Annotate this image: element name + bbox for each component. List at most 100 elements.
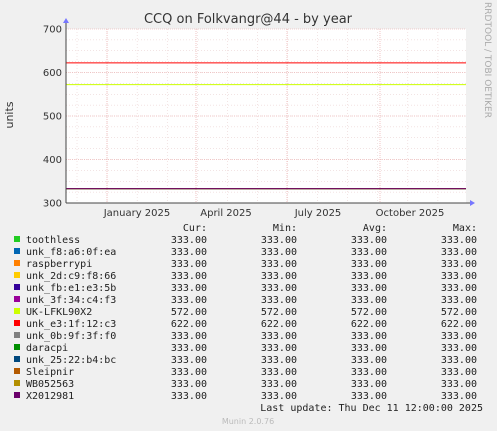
- legend-value-cur: 333.00: [171, 379, 207, 390]
- y-tick-label: 400: [43, 155, 62, 166]
- legend-series-name: unk_25:22:b4:bc: [26, 355, 116, 366]
- x-tick-label: July 2025: [294, 208, 342, 219]
- y-tick-label: 300: [43, 199, 62, 210]
- x-tick-label: April 2025: [200, 208, 251, 219]
- legend-value-avg: 333.00: [351, 271, 387, 282]
- legend-value-max: 572.00: [441, 307, 477, 318]
- legend-value-avg: 333.00: [351, 259, 387, 270]
- legend-value-avg: 572.00: [351, 307, 387, 318]
- legend-value-max: 333.00: [441, 343, 477, 354]
- legend-value-cur: 333.00: [171, 391, 207, 402]
- legend-swatch: [14, 248, 20, 254]
- legend-series-name: daracpi: [26, 343, 68, 354]
- legend-value-max: 333.00: [441, 271, 477, 282]
- legend-value-max: 333.00: [441, 379, 477, 390]
- legend-series-name: unk_0b:9f:3f:f0: [26, 331, 116, 342]
- legend-swatch: [14, 344, 20, 350]
- legend-value-cur: 572.00: [171, 307, 207, 318]
- legend-swatch: [14, 308, 20, 314]
- legend-value-avg: 333.00: [351, 379, 387, 390]
- legend-value-avg: 333.00: [351, 343, 387, 354]
- legend-value-min: 333.00: [261, 355, 297, 366]
- legend-value-cur: 333.00: [171, 367, 207, 378]
- legend-series-name: UK-LFKL90X2: [26, 307, 92, 318]
- legend-value-cur: 333.00: [171, 355, 207, 366]
- legend-value-avg: 333.00: [351, 295, 387, 306]
- legend-series-name: unk_3f:34:c4:f3: [26, 295, 116, 306]
- legend-value-cur: 333.00: [171, 331, 207, 342]
- legend-swatch: [14, 260, 20, 266]
- legend-value-min: 333.00: [261, 343, 297, 354]
- y-tick-label: 600: [43, 68, 62, 79]
- chart-title: CCQ on Folkvangr@44 - by year: [144, 12, 353, 27]
- legend-value-avg: 333.00: [351, 283, 387, 294]
- plot-area: 300 400 500 600 700 January 2025 April 2025 Jul…: [43, 18, 475, 219]
- legend-swatch: [14, 368, 20, 374]
- legend-series-name: toothless: [26, 235, 80, 246]
- legend-value-cur: 622.00: [171, 319, 207, 330]
- last-update: Last update: Thu Dec 11 12:00:00 2025: [260, 403, 483, 414]
- legend: Cur: Min: Avg: Max:toothless 333.00 333.00 333…: [14, 223, 477, 402]
- x-tick-label: January 2025: [103, 208, 171, 219]
- legend-value-max: 333.00: [441, 355, 477, 366]
- legend-header-avg: Avg:: [363, 223, 387, 234]
- legend-header-cur: Cur:: [183, 223, 207, 234]
- legend-series-name: unk_f8:a6:0f:ea: [26, 247, 116, 258]
- x-axis-arrow: [470, 200, 475, 206]
- legend-value-avg: 333.00: [351, 367, 387, 378]
- legend-header-min: Min:: [273, 223, 297, 234]
- legend-value-cur: 333.00: [171, 271, 207, 282]
- legend-swatch: [14, 356, 20, 362]
- legend-series-name: unk_fb:e1:e3:5b: [26, 283, 116, 294]
- legend-value-max: 333.00: [441, 235, 477, 246]
- legend-value-max: 333.00: [441, 391, 477, 402]
- y-tick-label: 700: [43, 25, 62, 36]
- legend-value-cur: 333.00: [171, 259, 207, 270]
- legend-swatch: [14, 392, 20, 398]
- legend-series-name: WB052563: [26, 379, 74, 390]
- legend-value-avg: 333.00: [351, 235, 387, 246]
- legend-value-min: 333.00: [261, 331, 297, 342]
- legend-swatch: [14, 284, 20, 290]
- rrdtool-side-label: RRDTOOL / TOBI OETIKER: [482, 2, 492, 118]
- legend-value-cur: 333.00: [171, 247, 207, 258]
- legend-swatch: [14, 320, 20, 326]
- legend-series-name: unk_2d:c9:f8:66: [26, 271, 116, 282]
- legend-value-max: 333.00: [441, 247, 477, 258]
- legend-header-max: Max:: [453, 223, 477, 234]
- legend-value-avg: 333.00: [351, 391, 387, 402]
- legend-value-min: 333.00: [261, 283, 297, 294]
- legend-value-max: 333.00: [441, 331, 477, 342]
- legend-value-avg: 333.00: [351, 247, 387, 258]
- legend-swatch: [14, 296, 20, 302]
- legend-swatch: [14, 236, 20, 242]
- legend-value-max: 622.00: [441, 319, 477, 330]
- legend-value-cur: 333.00: [171, 295, 207, 306]
- legend-value-max: 333.00: [441, 259, 477, 270]
- legend-value-avg: 622.00: [351, 319, 387, 330]
- legend-value-min: 333.00: [261, 295, 297, 306]
- legend-value-min: 333.00: [261, 391, 297, 402]
- legend-value-cur: 333.00: [171, 343, 207, 354]
- y-axis-label: units: [3, 101, 16, 128]
- y-axis-arrow: [63, 18, 69, 23]
- legend-value-cur: 333.00: [171, 283, 207, 294]
- legend-value-avg: 333.00: [351, 355, 387, 366]
- legend-series-name: raspberrypi: [26, 259, 92, 270]
- munin-version: Munin 2.0.76: [222, 417, 274, 426]
- legend-value-min: 333.00: [261, 259, 297, 270]
- legend-value-min: 572.00: [261, 307, 297, 318]
- legend-swatch: [14, 380, 20, 386]
- legend-value-max: 333.00: [441, 367, 477, 378]
- legend-value-min: 333.00: [261, 379, 297, 390]
- x-tick-label: October 2025: [376, 208, 445, 219]
- legend-series-name: Sleipnir: [26, 367, 74, 378]
- legend-value-avg: 333.00: [351, 331, 387, 342]
- legend-value-min: 333.00: [261, 247, 297, 258]
- legend-value-min: 333.00: [261, 271, 297, 282]
- legend-swatch: [14, 332, 20, 338]
- legend-value-min: 333.00: [261, 367, 297, 378]
- legend-value-max: 333.00: [441, 283, 477, 294]
- legend-series-name: X2012981: [26, 391, 74, 402]
